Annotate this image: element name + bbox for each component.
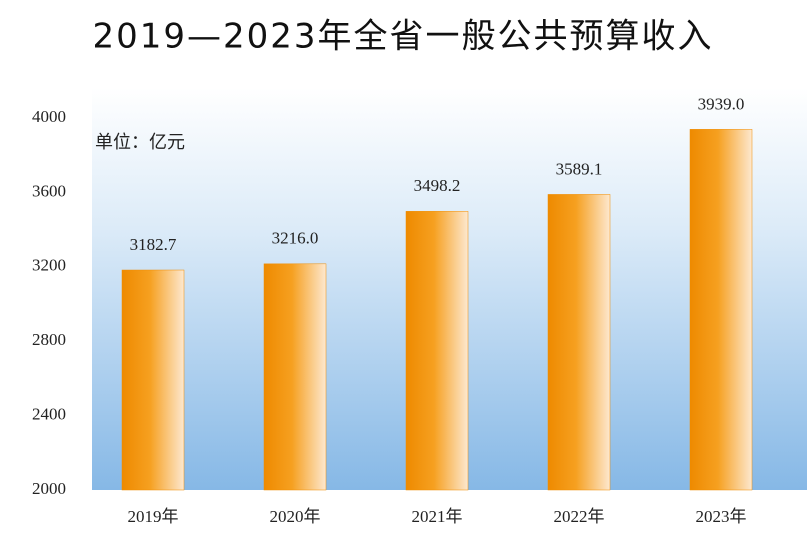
x-tick-label: 2021年 bbox=[412, 507, 463, 526]
bar bbox=[263, 263, 327, 491]
chart-title: 2019—2023年全省一般公共预算收入 bbox=[92, 17, 713, 57]
value-label: 3498.2 bbox=[414, 176, 461, 195]
y-tick-label: 2400 bbox=[32, 405, 66, 424]
bar bbox=[121, 269, 185, 491]
y-tick-label: 3600 bbox=[32, 181, 66, 200]
unit-label: 单位：亿元 bbox=[95, 132, 185, 153]
x-tick-label: 2020年 bbox=[270, 507, 321, 526]
bar bbox=[547, 194, 611, 491]
value-label: 3216.0 bbox=[272, 229, 319, 248]
value-label: 3939.0 bbox=[698, 94, 745, 113]
value-label: 3182.7 bbox=[130, 235, 177, 254]
bar bbox=[689, 129, 753, 491]
x-tick-label: 2022年 bbox=[554, 507, 605, 526]
bar bbox=[405, 211, 469, 491]
y-tick-label: 2000 bbox=[32, 479, 66, 498]
y-tick-label: 3200 bbox=[32, 256, 66, 275]
y-tick-label: 2800 bbox=[32, 330, 66, 349]
x-tick-label: 2019年 bbox=[128, 507, 179, 526]
value-label: 3589.1 bbox=[556, 159, 603, 178]
x-tick-label: 2023年 bbox=[696, 507, 747, 526]
y-tick-label: 4000 bbox=[32, 107, 66, 126]
